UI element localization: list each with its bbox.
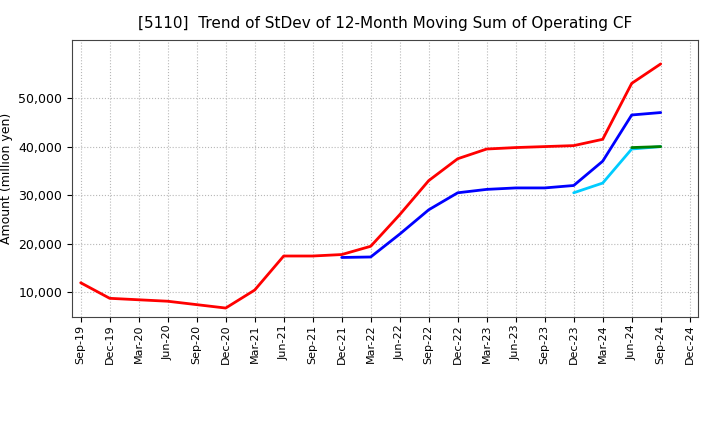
- Line: 3 Years: 3 Years: [81, 64, 661, 308]
- 3 Years: [221, 305, 230, 311]
- Title: [5110]  Trend of StDev of 12-Month Moving Sum of Operating CF: [5110] Trend of StDev of 12-Month Moving…: [138, 16, 632, 32]
- 7 Years: [570, 190, 578, 195]
- 3 Years: [163, 299, 172, 304]
- 3 Years: [424, 178, 433, 183]
- 3 Years: [395, 212, 404, 217]
- 3 Years: [454, 156, 462, 161]
- Line: 5 Years: 5 Years: [342, 113, 661, 257]
- 5 Years: [627, 112, 636, 117]
- 3 Years: [657, 61, 665, 66]
- 5 Years: [657, 110, 665, 115]
- 7 Years: [598, 180, 607, 186]
- 10 Years: [627, 145, 636, 150]
- 5 Years: [570, 183, 578, 188]
- 3 Years: [541, 144, 549, 149]
- Y-axis label: Amount (million yen): Amount (million yen): [0, 113, 13, 244]
- 7 Years: [657, 144, 665, 149]
- 5 Years: [424, 207, 433, 213]
- 5 Years: [482, 187, 491, 192]
- 3 Years: [338, 252, 346, 257]
- 5 Years: [541, 185, 549, 191]
- 3 Years: [570, 143, 578, 148]
- 5 Years: [366, 254, 375, 260]
- 3 Years: [511, 145, 520, 150]
- 3 Years: [76, 280, 85, 286]
- 3 Years: [135, 297, 143, 302]
- 5 Years: [598, 158, 607, 164]
- 10 Years: [657, 144, 665, 149]
- 5 Years: [338, 255, 346, 260]
- 5 Years: [454, 190, 462, 195]
- 3 Years: [251, 287, 259, 293]
- 3 Years: [279, 253, 288, 259]
- 3 Years: [366, 244, 375, 249]
- 3 Years: [192, 302, 201, 307]
- 5 Years: [511, 185, 520, 191]
- 3 Years: [308, 253, 317, 259]
- 3 Years: [482, 147, 491, 152]
- 7 Years: [627, 147, 636, 152]
- 5 Years: [395, 231, 404, 237]
- Line: 7 Years: 7 Years: [574, 147, 661, 193]
- 3 Years: [598, 137, 607, 142]
- 3 Years: [105, 296, 114, 301]
- 3 Years: [627, 81, 636, 86]
